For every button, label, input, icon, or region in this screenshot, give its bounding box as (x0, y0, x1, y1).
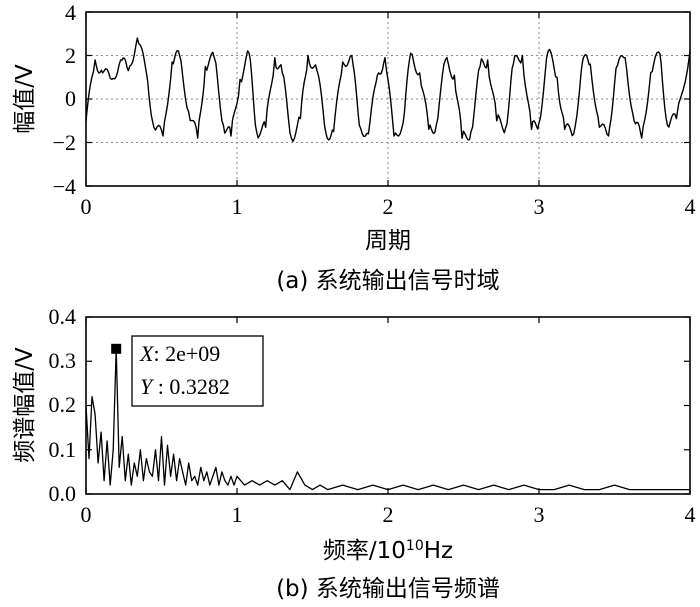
time-ylabel: 幅值/V (12, 64, 38, 134)
time-ytick-label: 0 (65, 86, 76, 111)
spectrum-chart: X: 2e+09 Y : 0.3282 0.4 0.3 0.2 0.1 0.0 … (12, 304, 696, 602)
time-tick-marks (85, 11, 691, 187)
spectrum-ytick-label: 0.4 (49, 304, 77, 329)
time-domain-chart: 4 2 0 −2 −4 0 1 2 3 4 周期 幅值/V (a) 系统输出信号… (12, 0, 696, 294)
spectrum-line (85, 348, 690, 491)
spectrum-ytick-label: 0.3 (49, 348, 77, 373)
spectrum-xtick-label: 3 (534, 502, 545, 527)
time-ytick-label: −2 (53, 130, 76, 155)
time-ytick-label: 4 (65, 0, 76, 25)
spectrum-xlabel: 频率/1010Hz (323, 538, 453, 564)
time-signal-line (85, 37, 691, 143)
time-ytick-label: 2 (65, 43, 76, 68)
spectrum-ytick-label: 0.0 (49, 481, 77, 506)
time-xtick-label: 3 (534, 194, 545, 219)
time-caption: (a) 系统输出信号时域 (276, 268, 499, 294)
time-xtick-label: 4 (685, 194, 696, 219)
spectrum-xtick-label: 0 (81, 502, 92, 527)
spectrum-xtick-label: 1 (232, 502, 243, 527)
datatip-x-line: X: 2e+09 (139, 341, 220, 366)
time-xtick-label: 2 (383, 194, 394, 219)
datatip-marker[interactable] (111, 343, 122, 354)
datatip-box (131, 335, 264, 407)
spectrum-tick-marks (85, 316, 691, 495)
spectrum-xtick-label: 2 (383, 502, 394, 527)
time-xtick-label: 1 (232, 194, 243, 219)
spectrum-ytick-label: 0.2 (49, 392, 77, 417)
spectrum-caption: (b) 系统输出信号频谱 (276, 576, 500, 602)
time-xlabel: 周期 (365, 228, 411, 254)
time-xtick-label: 0 (81, 194, 92, 219)
spectrum-ytick-label: 0.1 (49, 437, 77, 462)
time-gridlines (86, 12, 690, 186)
spectrum-ylabel: 频谱幅值/V (12, 347, 38, 463)
datatip-y-line: Y : 0.3282 (140, 374, 230, 399)
time-ytick-label: −4 (53, 174, 76, 199)
spectrum-xtick-label: 4 (685, 502, 696, 527)
